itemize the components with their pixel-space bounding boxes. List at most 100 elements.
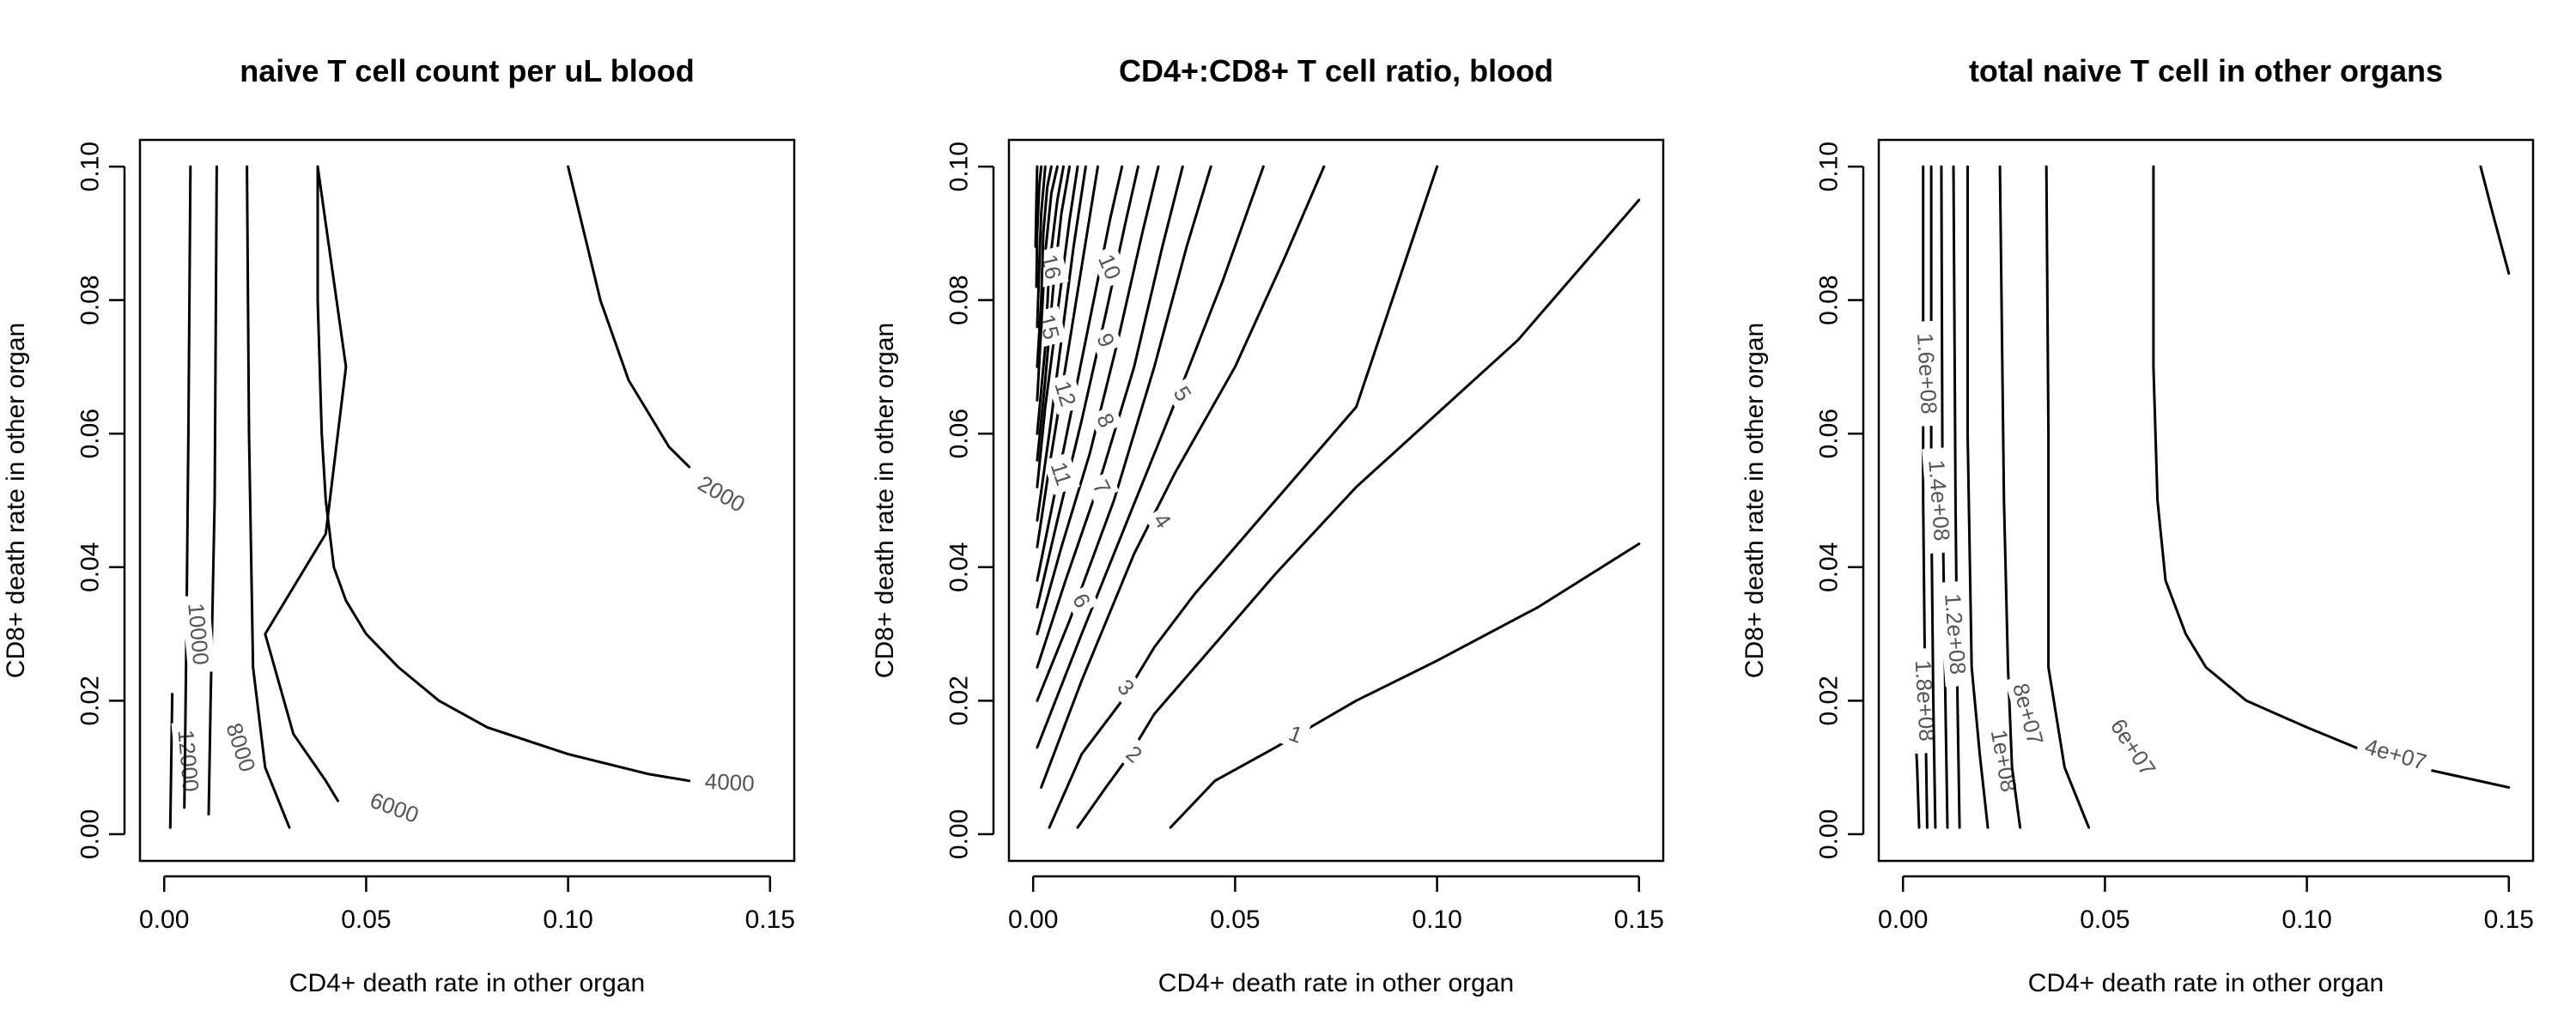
contour-label-group: 8: [1088, 403, 1123, 437]
contour-label: 4000: [704, 768, 755, 797]
contour-label-mask: [171, 721, 206, 801]
y-axis-title: CD8+ death rate in other organ: [1741, 323, 1769, 678]
y-tick-label: 0.00: [1815, 809, 1844, 859]
contour-label-mask: [1164, 377, 1200, 411]
contour-line: [183, 165, 192, 809]
contour-label: 12000: [173, 729, 204, 793]
x-tick-label: 0.15: [2484, 906, 2534, 934]
x-tick-label: 0.00: [139, 906, 189, 934]
contour-label-mask: [2100, 707, 2166, 788]
contour-line: [1998, 165, 2022, 829]
contour-label-mask: [1088, 403, 1123, 437]
y-tick-label: 0.04: [76, 542, 105, 592]
contour-label-mask: [1280, 717, 1311, 751]
contour-label-mask: [181, 594, 216, 674]
contour-line: [1076, 198, 1641, 829]
contour-label-mask: [1088, 324, 1123, 356]
x-tick-label: 0.15: [745, 906, 795, 934]
y-axis-title: CD8+ death rate in other organ: [2, 323, 30, 678]
contour-line: [264, 165, 348, 803]
y-tick-label: 0.02: [945, 676, 974, 725]
contour-line: [1036, 165, 1053, 368]
contour-label-group: 6e+07: [2100, 707, 2166, 788]
contour-line: [1036, 165, 1212, 702]
contour-line: [1036, 165, 1124, 582]
contour-label-mask: [1084, 470, 1120, 504]
y-tick-label: 0.10: [76, 142, 105, 191]
y-tick-label: 0.06: [76, 409, 105, 458]
plot-frame: [1007, 138, 1665, 863]
contour-label-group: 1.6e+08: [1911, 320, 1944, 427]
x-tick-label: 0.10: [2281, 906, 2331, 934]
contour-label-mask: [1116, 736, 1152, 772]
y-tick-label: 0.08: [76, 275, 105, 324]
contour-line: [246, 165, 291, 829]
contour-label-group: 10000: [181, 594, 216, 674]
x-axis-title: CD4+ death rate in other organ: [289, 969, 645, 997]
contour-label-mask: [217, 712, 264, 782]
contour-line: [1036, 165, 1265, 749]
panel-cd4-cd8-ratio: CD4+:CD8+ T cell ratio, blood CD4+ death …: [871, 53, 1665, 997]
contour-label-mask: [1042, 451, 1080, 495]
y-tick-label: 0.10: [1815, 142, 1844, 191]
x-tick-label: 0.00: [1878, 906, 1928, 934]
contour-label-group: 1.8e+08: [1908, 647, 1942, 754]
contour-line: [1952, 165, 1961, 829]
x-tick-label: 0.00: [1008, 906, 1058, 934]
x-tick-label: 0.05: [1210, 906, 1260, 934]
contour-label-mask: [1145, 503, 1181, 538]
contour-label: 10000: [183, 602, 214, 666]
contour-line: [2479, 165, 2511, 276]
contour-line: [1036, 165, 1139, 609]
contour-label-mask: [1108, 670, 1144, 706]
contour-label-mask: [696, 766, 762, 798]
contour-label-mask: [1047, 372, 1084, 415]
y-tick-label: 0.02: [1815, 676, 1844, 725]
contour-label-group: 4: [1145, 503, 1181, 538]
contour-line: [1035, 165, 1043, 288]
contour-label-group: 4e+07: [2354, 730, 2437, 779]
contour-label-group: 1e+08: [1984, 720, 2025, 802]
x-tick-label: 0.15: [1614, 906, 1664, 934]
contour-line: [1036, 165, 1099, 548]
contour-label: 1.8e+08: [1911, 659, 1941, 742]
x-tick-label: 0.10: [543, 906, 592, 934]
y-axis-title: CD8+ death rate in other organ: [871, 323, 899, 678]
x-tick-label: 0.10: [1412, 906, 1461, 934]
contour-label: 1.2e+08: [1940, 592, 1971, 676]
y-tick-label: 0.08: [1815, 275, 1844, 324]
contour-label-group: 1: [1280, 717, 1311, 751]
y-tick-label: 0.00: [76, 809, 105, 859]
contour-label-group: 1.2e+08: [1938, 580, 1973, 688]
y-tick-label: 0.10: [945, 142, 974, 191]
contour-label: 1e+08: [1986, 728, 2022, 794]
contour-line: [567, 165, 691, 469]
contour-label-group: 2000: [687, 465, 756, 522]
y-tick-label: 0.04: [1815, 542, 1844, 592]
x-axis-title: CD4+ death rate in other organ: [1158, 969, 1514, 997]
contour-label-mask: [1938, 580, 1973, 688]
plot-frame: [138, 138, 796, 863]
contour-line: [1169, 542, 1641, 829]
contour-line: [2044, 165, 2091, 829]
y-tick-label: 0.06: [945, 409, 974, 458]
chart-title: naive T cell count per uL blood: [240, 53, 694, 88]
x-axis-title: CD4+ death rate in other organ: [2028, 969, 2384, 997]
contour-label-mask: [1911, 320, 1944, 427]
contour-label-mask: [2004, 673, 2052, 755]
contour-label: 6e+07: [2105, 714, 2161, 781]
contour-label-group: 4000: [696, 766, 762, 798]
contour-label-group: 8000: [217, 712, 264, 782]
contour-label: 4e+07: [2362, 733, 2429, 775]
contour-label: 1.6e+08: [1912, 332, 1942, 415]
contour-line: [2152, 165, 2511, 789]
contour-label-group: 1.4e+08: [1922, 447, 1957, 554]
contour-line: [1036, 165, 1160, 636]
x-tick-label: 0.05: [2080, 906, 2129, 934]
contour-label: 1.4e+08: [1923, 459, 1955, 542]
contour-label-mask: [2354, 730, 2437, 779]
contour-line: [1040, 165, 1326, 789]
contour-label-mask: [1064, 584, 1099, 617]
contour-label-mask: [360, 784, 429, 832]
